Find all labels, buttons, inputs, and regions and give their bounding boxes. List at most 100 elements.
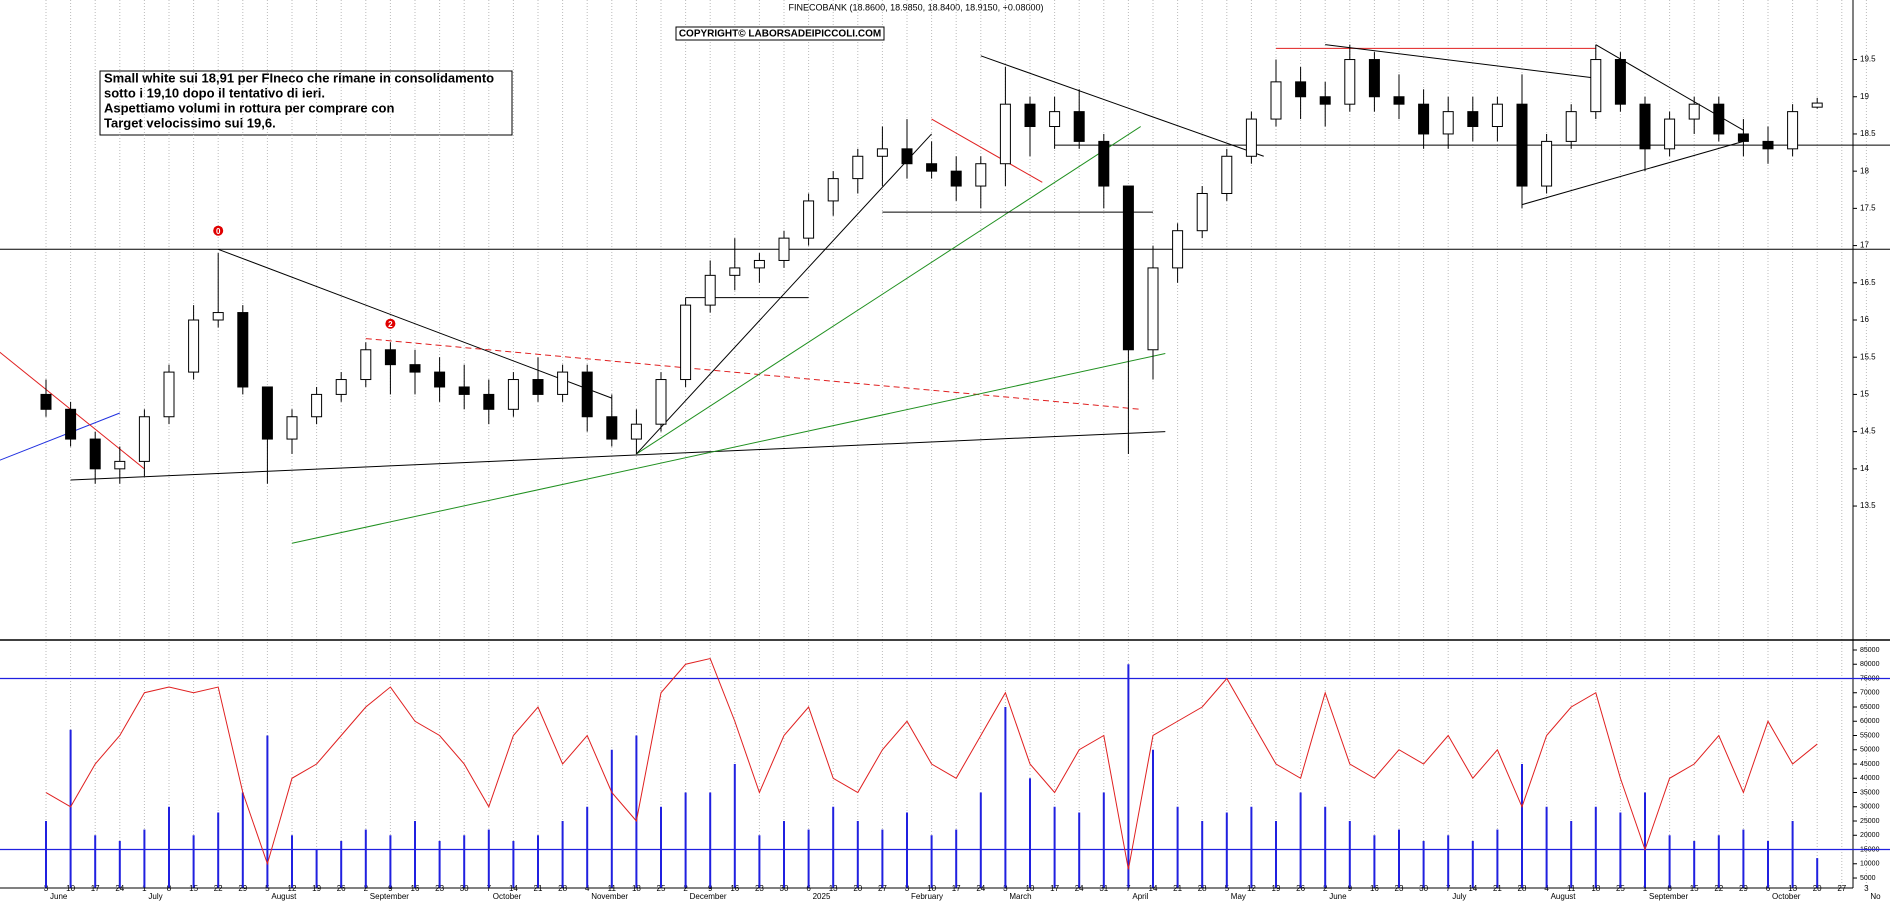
y-tick-label: 17.5 xyxy=(1860,203,1876,212)
candle-body xyxy=(926,163,938,172)
month-label: August xyxy=(1551,892,1577,901)
candle-body xyxy=(532,379,544,395)
x-tick-label: 9 xyxy=(1348,884,1353,893)
marker-label: 2 xyxy=(388,320,393,329)
x-tick-label: 28 xyxy=(1198,884,1207,893)
month-label: October xyxy=(1772,892,1801,901)
x-tick-label: 1 xyxy=(142,884,147,893)
candle-body xyxy=(1688,103,1700,120)
x-tick-label: 12 xyxy=(288,884,297,893)
x-tick-label: 5 xyxy=(1225,884,1230,893)
month-label: 2025 xyxy=(813,892,831,901)
candle-body xyxy=(1614,59,1626,105)
month-label: July xyxy=(1452,892,1466,901)
x-tick-label: 4 xyxy=(1544,884,1549,893)
x-tick-label: 24 xyxy=(976,884,985,893)
x-tick-label: 23 xyxy=(1395,884,1404,893)
x-tick-label: 22 xyxy=(214,884,223,893)
candle-body xyxy=(778,237,790,261)
candle-body xyxy=(384,349,396,366)
x-tick-label: 8 xyxy=(167,884,172,893)
y-tick-label: 16 xyxy=(1860,315,1869,324)
y-tick-label: 19 xyxy=(1860,92,1869,101)
candle-body xyxy=(163,371,175,418)
x-tick-label: 24 xyxy=(115,884,124,893)
x-tick-label: 30 xyxy=(460,884,469,893)
candle-body xyxy=(975,163,987,187)
x-tick-label: 25 xyxy=(657,884,666,893)
x-tick-label: 29 xyxy=(238,884,247,893)
candle-body xyxy=(827,178,839,202)
marker xyxy=(385,318,396,329)
x-tick-label: 21 xyxy=(1493,884,1502,893)
x-tick-label: 23 xyxy=(435,884,444,893)
x-tick-label: 20 xyxy=(1813,884,1822,893)
candle-body xyxy=(581,371,593,418)
candle-body xyxy=(114,460,126,470)
x-tick-label: 30 xyxy=(1419,884,1428,893)
oscillator-line xyxy=(45,657,1818,870)
x-tick-label: 8 xyxy=(1667,884,1672,893)
trendline xyxy=(636,126,1141,455)
trendline xyxy=(1325,44,1596,79)
x-tick-label: 19 xyxy=(1272,884,1281,893)
x-tick-label: 13 xyxy=(829,884,838,893)
y-tick-label: 35000 xyxy=(1860,789,1880,796)
y-tick-label: 80000 xyxy=(1860,661,1880,668)
candle-body xyxy=(876,148,888,157)
candle-body xyxy=(261,386,273,440)
candle-body xyxy=(1147,267,1159,351)
candle-body xyxy=(1737,133,1749,142)
y-tick-label: 60000 xyxy=(1860,718,1880,725)
x-tick-label: 15 xyxy=(189,884,198,893)
x-tick-label: 3 xyxy=(905,884,910,893)
y-tick-label: 16.5 xyxy=(1860,278,1876,287)
month-label: July xyxy=(148,892,162,901)
candle-body xyxy=(1541,140,1553,187)
x-tick-label: 16 xyxy=(411,884,420,893)
candle-body xyxy=(409,364,421,373)
x-tick-label: 13 xyxy=(1788,884,1797,893)
x-tick-label: 28 xyxy=(1518,884,1527,893)
x-tick-label: 7 xyxy=(1446,884,1451,893)
x-tick-label: 6 xyxy=(806,884,811,893)
y-tick-label: 5000 xyxy=(1860,875,1876,882)
candle-body xyxy=(803,200,815,239)
annotation-line: sotto i 19,10 dopo il tentativo di ieri. xyxy=(104,85,325,100)
y-tick-label: 65000 xyxy=(1860,704,1880,711)
x-tick-label: 3 xyxy=(44,884,49,893)
y-tick-label: 18.5 xyxy=(1860,129,1876,138)
x-tick-label: 15 xyxy=(1690,884,1699,893)
candle-body xyxy=(1098,140,1110,187)
month-label: August xyxy=(271,892,297,901)
marker-label: 0 xyxy=(216,227,221,236)
month-label: September xyxy=(370,892,409,901)
candle-body xyxy=(704,274,716,306)
trendline xyxy=(980,55,1264,157)
candle-body xyxy=(1565,111,1577,142)
month-label: No xyxy=(1870,892,1881,901)
x-tick-label: 10 xyxy=(1026,884,1035,893)
x-tick-label: 23 xyxy=(755,884,764,893)
candle-body xyxy=(1122,185,1134,351)
y-tick-label: 70000 xyxy=(1860,690,1880,697)
x-tick-label: 1 xyxy=(1643,884,1648,893)
y-tick-label: 13.5 xyxy=(1860,501,1876,510)
x-tick-label: 17 xyxy=(91,884,100,893)
chart-title: FINECOBANK (18.8600, 18.9850, 18.8400, 1… xyxy=(789,2,1044,12)
x-tick-label: 21 xyxy=(534,884,543,893)
month-label: June xyxy=(50,892,68,901)
candle-body xyxy=(1811,102,1823,108)
x-tick-label: 22 xyxy=(1714,884,1723,893)
candle-body xyxy=(1491,103,1503,128)
x-tick-label: 5 xyxy=(265,884,270,893)
x-tick-label: 25 xyxy=(1616,884,1625,893)
candle-body xyxy=(1245,118,1257,157)
candle-body xyxy=(901,148,913,165)
month-label: May xyxy=(1231,892,1246,901)
candle-body xyxy=(212,312,224,321)
candle-body xyxy=(507,379,519,410)
month-label: April xyxy=(1132,892,1148,901)
candle-body xyxy=(1319,96,1331,105)
